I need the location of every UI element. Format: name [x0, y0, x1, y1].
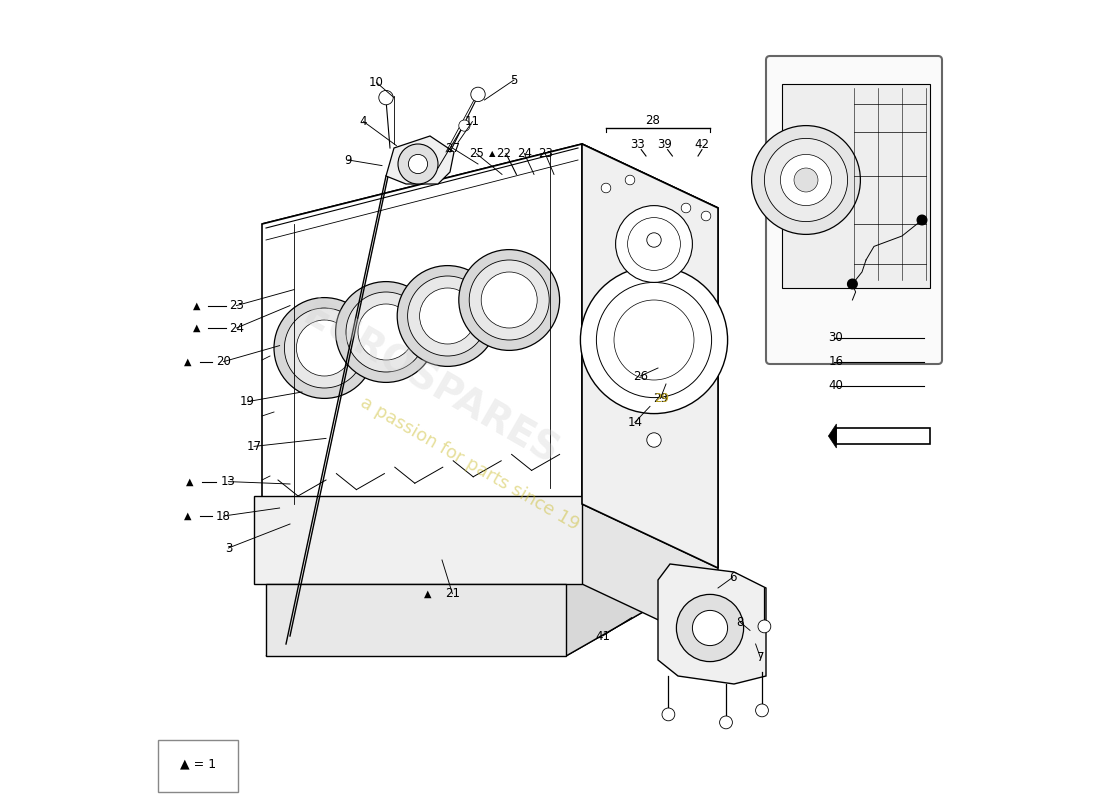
- Bar: [158, 740, 238, 792]
- Text: 11: 11: [465, 115, 480, 128]
- Circle shape: [794, 168, 818, 192]
- Polygon shape: [582, 144, 718, 568]
- Text: 29: 29: [653, 392, 668, 405]
- Polygon shape: [262, 144, 582, 584]
- Circle shape: [459, 120, 470, 131]
- Circle shape: [471, 87, 485, 102]
- Circle shape: [296, 320, 352, 376]
- Text: 8: 8: [737, 616, 744, 629]
- Text: 23: 23: [229, 299, 244, 312]
- Text: 6: 6: [728, 571, 736, 584]
- Circle shape: [398, 144, 438, 184]
- Text: 22: 22: [496, 147, 512, 160]
- Text: ▲: ▲: [184, 511, 191, 521]
- FancyBboxPatch shape: [766, 56, 942, 364]
- Circle shape: [397, 266, 498, 366]
- Circle shape: [719, 716, 733, 729]
- Text: 21: 21: [444, 587, 460, 600]
- Text: 28: 28: [645, 114, 660, 126]
- Text: 42: 42: [694, 138, 710, 150]
- Text: 3: 3: [224, 542, 232, 554]
- Text: 26: 26: [632, 370, 648, 382]
- Text: 41: 41: [595, 630, 610, 642]
- Polygon shape: [582, 144, 718, 568]
- Circle shape: [274, 298, 375, 398]
- Circle shape: [848, 279, 857, 289]
- Circle shape: [662, 708, 674, 721]
- Circle shape: [470, 260, 549, 340]
- Circle shape: [459, 250, 560, 350]
- Circle shape: [917, 215, 927, 225]
- Polygon shape: [782, 84, 929, 288]
- Circle shape: [581, 266, 727, 414]
- Circle shape: [692, 610, 727, 646]
- Text: 24: 24: [229, 322, 244, 334]
- Polygon shape: [266, 592, 678, 656]
- Circle shape: [647, 233, 661, 247]
- Text: 17: 17: [246, 440, 262, 453]
- Polygon shape: [262, 144, 718, 292]
- Circle shape: [358, 304, 414, 360]
- Text: ▲: ▲: [184, 357, 191, 366]
- Circle shape: [764, 138, 848, 222]
- Text: ▲ = 1: ▲ = 1: [180, 758, 216, 770]
- Text: ▲: ▲: [186, 477, 194, 486]
- Circle shape: [408, 154, 428, 174]
- Text: ▲: ▲: [490, 149, 496, 158]
- Text: 18: 18: [217, 510, 231, 522]
- Polygon shape: [386, 136, 454, 184]
- Text: 24: 24: [517, 147, 532, 160]
- Circle shape: [285, 308, 364, 388]
- Text: EUROSPARES: EUROSPARES: [296, 295, 564, 473]
- Circle shape: [336, 282, 437, 382]
- Text: 20: 20: [217, 355, 231, 368]
- Circle shape: [419, 288, 475, 344]
- Text: 29: 29: [654, 392, 670, 405]
- Circle shape: [758, 620, 771, 633]
- Text: 4: 4: [360, 115, 367, 128]
- Circle shape: [647, 433, 661, 447]
- Circle shape: [780, 154, 832, 206]
- Text: 27: 27: [444, 142, 460, 154]
- Text: 25: 25: [469, 147, 484, 160]
- Text: ▲: ▲: [424, 589, 431, 598]
- Text: a passion for parts since 19: a passion for parts since 19: [358, 394, 583, 534]
- Text: 30: 30: [828, 331, 843, 344]
- Polygon shape: [836, 428, 930, 444]
- Text: 13: 13: [221, 475, 235, 488]
- Text: 23: 23: [538, 147, 552, 160]
- Text: 39: 39: [657, 138, 672, 150]
- Circle shape: [625, 175, 635, 185]
- Text: 9: 9: [344, 154, 352, 166]
- Circle shape: [346, 292, 426, 372]
- Text: ▲: ▲: [192, 301, 200, 310]
- Text: 40: 40: [828, 379, 844, 392]
- Text: ▲: ▲: [192, 323, 200, 333]
- Polygon shape: [566, 520, 678, 656]
- Polygon shape: [254, 496, 582, 584]
- Polygon shape: [266, 584, 566, 656]
- Polygon shape: [828, 424, 836, 448]
- Circle shape: [756, 704, 769, 717]
- Text: 14: 14: [627, 416, 642, 429]
- Circle shape: [751, 126, 860, 234]
- Circle shape: [616, 206, 692, 282]
- Text: 16: 16: [828, 355, 844, 368]
- Text: 5: 5: [510, 74, 518, 86]
- Circle shape: [681, 203, 691, 213]
- Polygon shape: [582, 504, 718, 648]
- Circle shape: [701, 211, 711, 221]
- Circle shape: [481, 272, 537, 328]
- Text: 7: 7: [757, 651, 764, 664]
- Text: 10: 10: [368, 76, 384, 89]
- Circle shape: [408, 276, 487, 356]
- Text: 19: 19: [240, 395, 255, 408]
- Circle shape: [602, 183, 610, 193]
- Text: 33: 33: [630, 138, 646, 150]
- Circle shape: [378, 90, 393, 105]
- Circle shape: [676, 594, 744, 662]
- Polygon shape: [658, 564, 766, 684]
